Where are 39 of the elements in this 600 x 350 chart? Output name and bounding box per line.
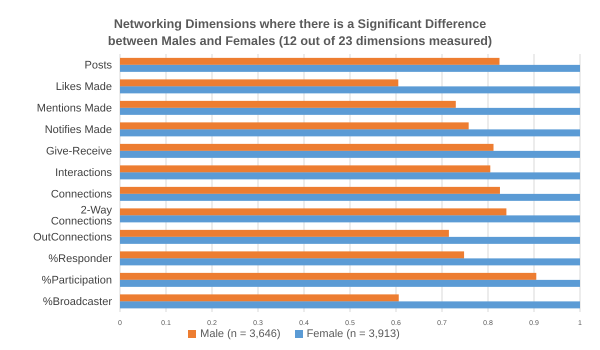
bar	[120, 165, 490, 172]
bar	[120, 172, 580, 180]
y-tick-label: Mentions Made	[36, 102, 112, 115]
y-tick-label: OutConnections	[33, 232, 112, 244]
bar	[120, 208, 506, 216]
bar	[120, 194, 580, 201]
y-tick-label: %Participation	[42, 274, 112, 287]
y-tick-label: Give-Receive	[46, 146, 112, 158]
bar	[120, 215, 580, 222]
y-tick-label: %Broadcaster	[42, 296, 112, 308]
y-tick-label: Notifies Made	[44, 124, 112, 136]
y-tick-label: Connections	[50, 188, 112, 201]
y-tick-label: Likes Made	[56, 81, 112, 94]
bar	[120, 301, 580, 308]
bar	[120, 186, 500, 194]
bar	[120, 258, 580, 266]
bar	[120, 150, 580, 158]
bar	[120, 294, 399, 302]
bar	[120, 108, 580, 115]
bar	[120, 236, 580, 244]
bar	[120, 100, 456, 108]
y-tick-label: %Responder	[48, 253, 112, 266]
legend-label: Male (n = 3,646)	[199, 328, 281, 340]
bar	[120, 122, 469, 130]
bar	[120, 272, 536, 280]
bar	[120, 64, 580, 72]
y-tick-label: Interactions	[55, 167, 112, 180]
bar	[120, 79, 398, 86]
legend-label: Female (n = 3,913)	[306, 328, 400, 340]
bar	[120, 230, 449, 237]
bar	[120, 144, 494, 151]
y-tick-label: Posts	[84, 60, 112, 72]
bar	[120, 280, 580, 287]
bar	[120, 251, 464, 258]
chart-title: Networking Dimensions where there is a Significant Difference between Males and Females (12 out of 23 dimensions measured)	[106, 16, 494, 50]
bar	[120, 129, 580, 136]
bar	[120, 86, 580, 94]
y-tick-label: 2-Way Connections	[50, 204, 112, 228]
bar	[120, 58, 500, 65]
